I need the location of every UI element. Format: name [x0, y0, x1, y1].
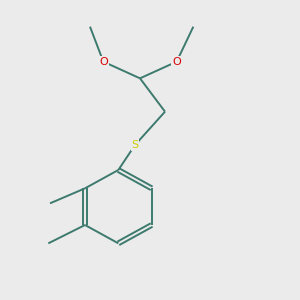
Text: S: S [131, 140, 139, 150]
Text: O: O [172, 57, 181, 67]
Text: O: O [99, 57, 108, 67]
